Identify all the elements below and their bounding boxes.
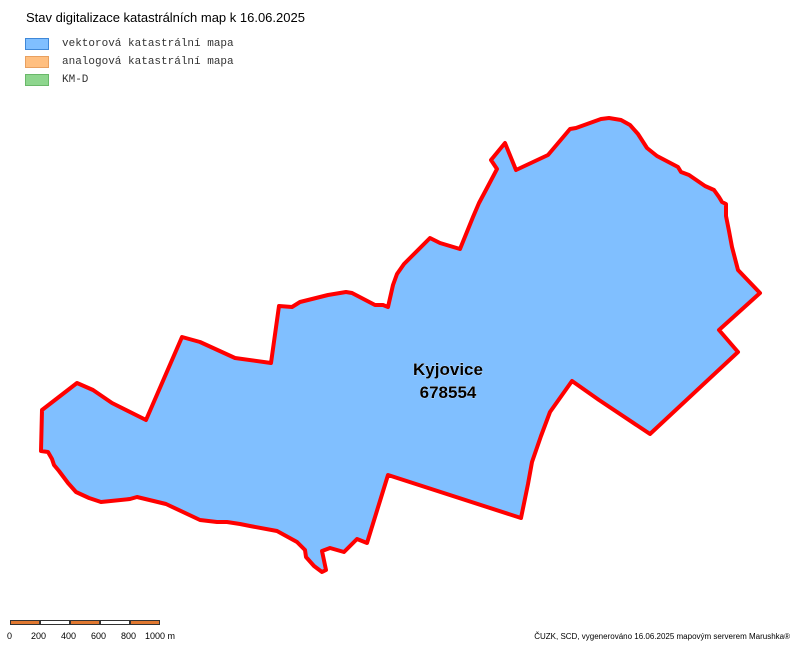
- legend-label-vector: vektorová katastrální mapa: [62, 38, 234, 50]
- legend-swatch-vector: [25, 38, 49, 50]
- legend-item-kmd: KM-D: [25, 71, 234, 89]
- parcel-code-label: 678554: [420, 383, 477, 402]
- scale-label: 1000 m: [145, 631, 176, 641]
- map-title: Stav digitalizace katastrálních map k 16…: [26, 10, 305, 25]
- scale-segment: [130, 620, 160, 625]
- credits: ČUZK, SCD, vygenerováno 16.06.2025 mapov…: [534, 632, 790, 641]
- scale-segment: [70, 620, 100, 625]
- legend-item-vector: vektorová katastrální mapa: [25, 35, 234, 53]
- scale-segment: [40, 620, 70, 625]
- parcel-name-label: Kyjovice: [413, 360, 483, 379]
- legend-label-kmd: KM-D: [62, 74, 89, 86]
- legend: vektorová katastrální mapa analogová kat…: [25, 35, 234, 89]
- scale-label: 400: [61, 631, 77, 641]
- scale-label: 600: [91, 631, 107, 641]
- scale-segment: [10, 620, 40, 625]
- legend-item-analog: analogová katastrální mapa: [25, 53, 234, 71]
- legend-swatch-kmd: [25, 74, 49, 86]
- scale-label: 800: [121, 631, 137, 641]
- scale-label: 0: [7, 631, 13, 641]
- scale-label: 200: [31, 631, 47, 641]
- parcel-polygon[interactable]: [39, 116, 762, 574]
- scale-segment: [100, 620, 130, 625]
- scale-bar: 0 200 400 600 800 1000 m: [7, 620, 190, 648]
- legend-label-analog: analogová katastrální mapa: [62, 56, 234, 68]
- legend-swatch-analog: [25, 56, 49, 68]
